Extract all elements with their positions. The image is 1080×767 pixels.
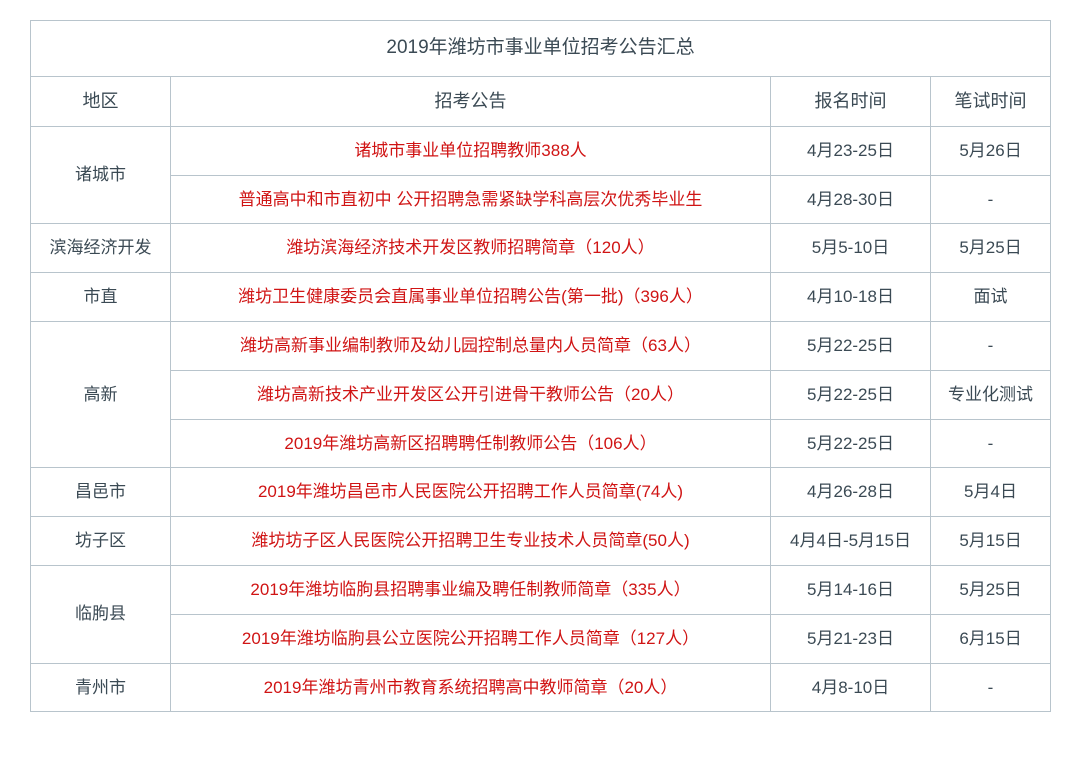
table-row: 临朐县2019年潍坊临朐县招聘事业编及聘任制教师简章（335人）5月14-16日… bbox=[31, 565, 1051, 614]
exam-date: - bbox=[931, 663, 1051, 712]
exam-date: 5月15日 bbox=[931, 517, 1051, 566]
exam-date: 面试 bbox=[931, 273, 1051, 322]
exam-date: 专业化测试 bbox=[931, 370, 1051, 419]
signup-date: 4月28-30日 bbox=[771, 175, 931, 224]
signup-date: 5月22-25日 bbox=[771, 370, 931, 419]
notice-link[interactable]: 2019年潍坊昌邑市人民医院公开招聘工作人员简章(74人) bbox=[171, 468, 771, 517]
header-region: 地区 bbox=[31, 76, 171, 126]
table-row: 市直潍坊卫生健康委员会直属事业单位招聘公告(第一批)（396人）4月10-18日… bbox=[31, 273, 1051, 322]
exam-date: - bbox=[931, 175, 1051, 224]
table-title: 2019年潍坊市事业单位招考公告汇总 bbox=[31, 21, 1051, 77]
exam-date: 5月25日 bbox=[931, 224, 1051, 273]
region-cell: 昌邑市 bbox=[31, 468, 171, 517]
header-exam: 笔试时间 bbox=[931, 76, 1051, 126]
exam-date: 5月25日 bbox=[931, 565, 1051, 614]
region-cell: 青州市 bbox=[31, 663, 171, 712]
signup-date: 5月22-25日 bbox=[771, 321, 931, 370]
notice-link[interactable]: 诸城市事业单位招聘教师388人 bbox=[171, 126, 771, 175]
table-row: 昌邑市2019年潍坊昌邑市人民医院公开招聘工作人员简章(74人)4月26-28日… bbox=[31, 468, 1051, 517]
exam-date: - bbox=[931, 321, 1051, 370]
header-notice: 招考公告 bbox=[171, 76, 771, 126]
signup-date: 5月14-16日 bbox=[771, 565, 931, 614]
recruitment-table-container: 2019年潍坊市事业单位招考公告汇总 地区 招考公告 报名时间 笔试时间 诸城市… bbox=[30, 20, 1050, 712]
notice-link[interactable]: 潍坊高新事业编制教师及幼儿园控制总量内人员简章（63人） bbox=[171, 321, 771, 370]
region-cell: 市直 bbox=[31, 273, 171, 322]
notice-link[interactable]: 潍坊高新技术产业开发区公开引进骨干教师公告（20人） bbox=[171, 370, 771, 419]
notice-link[interactable]: 潍坊卫生健康委员会直属事业单位招聘公告(第一批)（396人） bbox=[171, 273, 771, 322]
exam-date: 5月4日 bbox=[931, 468, 1051, 517]
signup-date: 5月22-25日 bbox=[771, 419, 931, 468]
exam-date: 5月26日 bbox=[931, 126, 1051, 175]
table-row: 2019年潍坊临朐县公立医院公开招聘工作人员简章（127人）5月21-23日6月… bbox=[31, 614, 1051, 663]
signup-date: 4月8-10日 bbox=[771, 663, 931, 712]
table-row: 坊子区潍坊坊子区人民医院公开招聘卫生专业技术人员简章(50人)4月4日-5月15… bbox=[31, 517, 1051, 566]
notice-link[interactable]: 2019年潍坊高新区招聘聘任制教师公告（106人） bbox=[171, 419, 771, 468]
notice-link[interactable]: 潍坊滨海经济技术开发区教师招聘简章（120人） bbox=[171, 224, 771, 273]
table-row: 2019年潍坊高新区招聘聘任制教师公告（106人）5月22-25日- bbox=[31, 419, 1051, 468]
signup-date: 5月21-23日 bbox=[771, 614, 931, 663]
signup-date: 4月23-25日 bbox=[771, 126, 931, 175]
header-row: 地区 招考公告 报名时间 笔试时间 bbox=[31, 76, 1051, 126]
exam-date: - bbox=[931, 419, 1051, 468]
region-cell: 高新 bbox=[31, 321, 171, 467]
table-row: 青州市2019年潍坊青州市教育系统招聘高中教师简章（20人）4月8-10日- bbox=[31, 663, 1051, 712]
table-row: 滨海经济开发潍坊滨海经济技术开发区教师招聘简章（120人）5月5-10日5月25… bbox=[31, 224, 1051, 273]
header-signup: 报名时间 bbox=[771, 76, 931, 126]
signup-date: 5月5-10日 bbox=[771, 224, 931, 273]
notice-link[interactable]: 潍坊坊子区人民医院公开招聘卫生专业技术人员简章(50人) bbox=[171, 517, 771, 566]
recruitment-table: 2019年潍坊市事业单位招考公告汇总 地区 招考公告 报名时间 笔试时间 诸城市… bbox=[30, 20, 1051, 712]
region-cell: 滨海经济开发 bbox=[31, 224, 171, 273]
notice-link[interactable]: 2019年潍坊青州市教育系统招聘高中教师简章（20人） bbox=[171, 663, 771, 712]
signup-date: 4月10-18日 bbox=[771, 273, 931, 322]
notice-link[interactable]: 普通高中和市直初中 公开招聘急需紧缺学科高层次优秀毕业生 bbox=[171, 175, 771, 224]
notice-link[interactable]: 2019年潍坊临朐县招聘事业编及聘任制教师简章（335人） bbox=[171, 565, 771, 614]
title-row: 2019年潍坊市事业单位招考公告汇总 bbox=[31, 21, 1051, 77]
signup-date: 4月26-28日 bbox=[771, 468, 931, 517]
exam-date: 6月15日 bbox=[931, 614, 1051, 663]
region-cell: 坊子区 bbox=[31, 517, 171, 566]
table-row: 潍坊高新技术产业开发区公开引进骨干教师公告（20人）5月22-25日专业化测试 bbox=[31, 370, 1051, 419]
region-cell: 诸城市 bbox=[31, 126, 171, 224]
table-row: 诸城市诸城市事业单位招聘教师388人4月23-25日5月26日 bbox=[31, 126, 1051, 175]
region-cell: 临朐县 bbox=[31, 565, 171, 663]
signup-date: 4月4日-5月15日 bbox=[771, 517, 931, 566]
notice-link[interactable]: 2019年潍坊临朐县公立医院公开招聘工作人员简章（127人） bbox=[171, 614, 771, 663]
table-row: 普通高中和市直初中 公开招聘急需紧缺学科高层次优秀毕业生4月28-30日- bbox=[31, 175, 1051, 224]
table-row: 高新潍坊高新事业编制教师及幼儿园控制总量内人员简章（63人）5月22-25日- bbox=[31, 321, 1051, 370]
